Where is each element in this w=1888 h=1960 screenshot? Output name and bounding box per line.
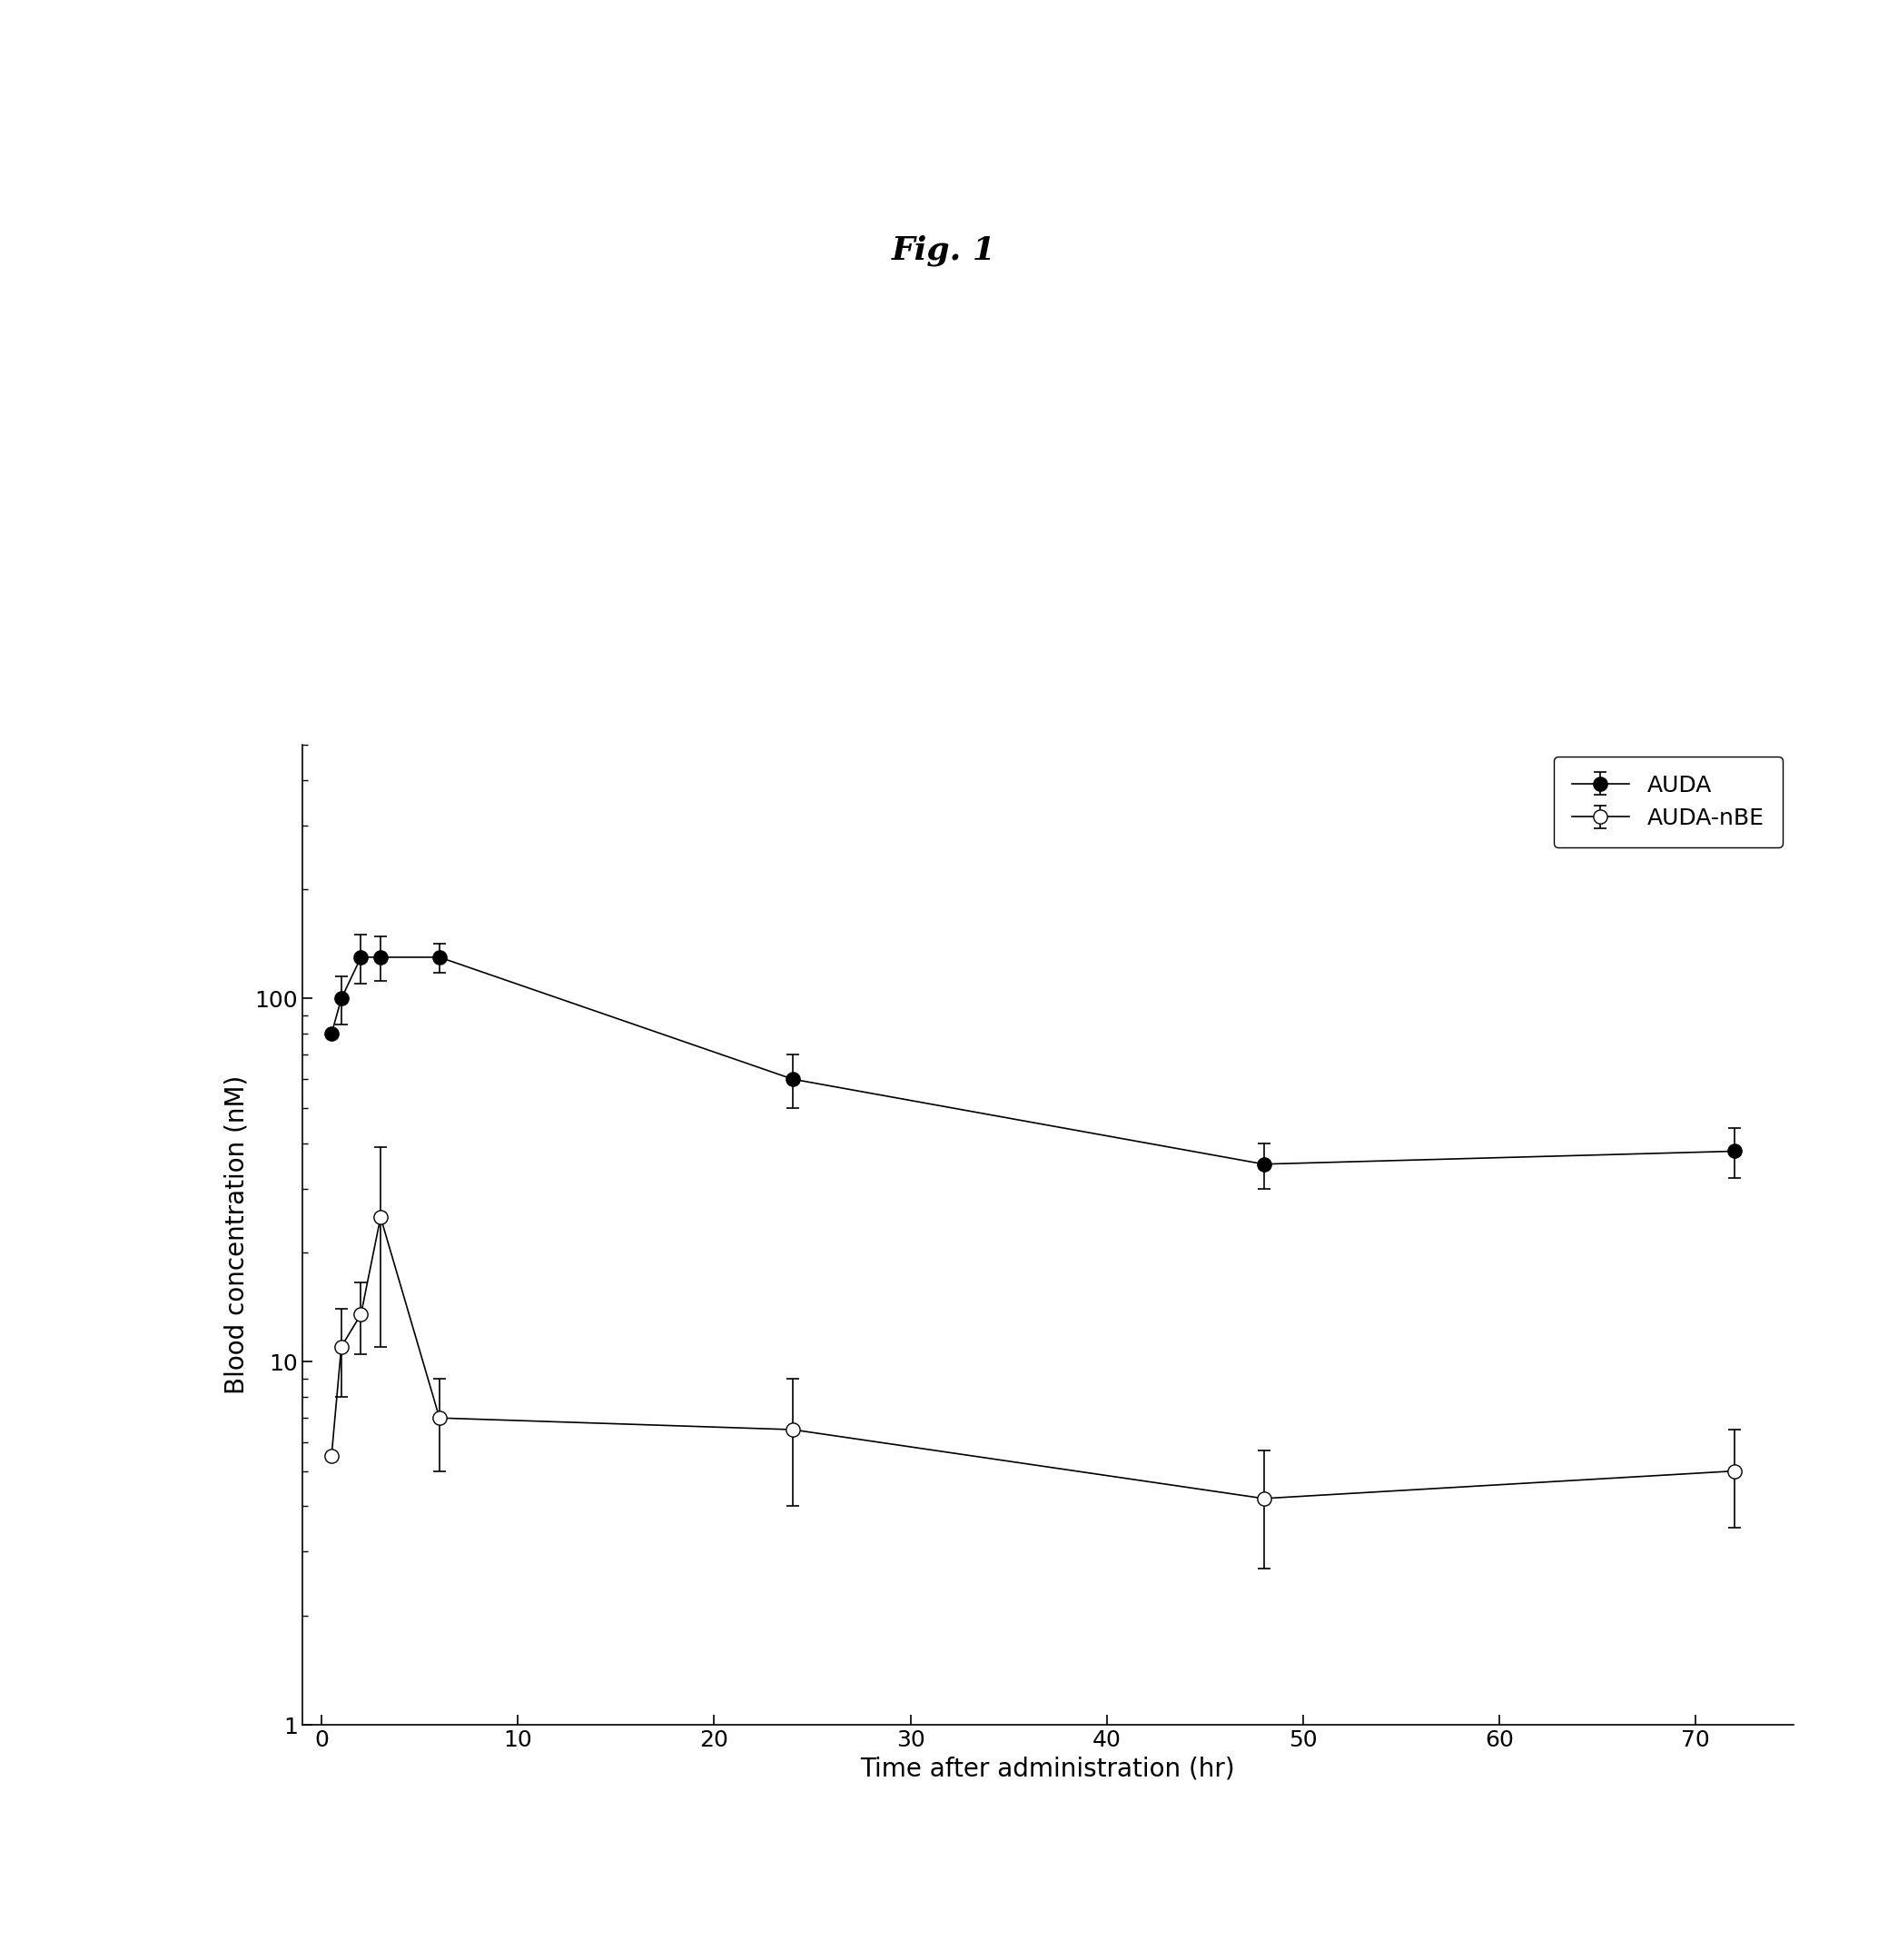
Text: Fig. 1: Fig. 1 (891, 235, 997, 267)
X-axis label: Time after administration (hr): Time after administration (hr) (861, 1756, 1235, 1782)
Y-axis label: Blood concentration (nM): Blood concentration (nM) (225, 1076, 249, 1394)
Legend: AUDA, AUDA-nBE: AUDA, AUDA-nBE (1554, 757, 1782, 847)
